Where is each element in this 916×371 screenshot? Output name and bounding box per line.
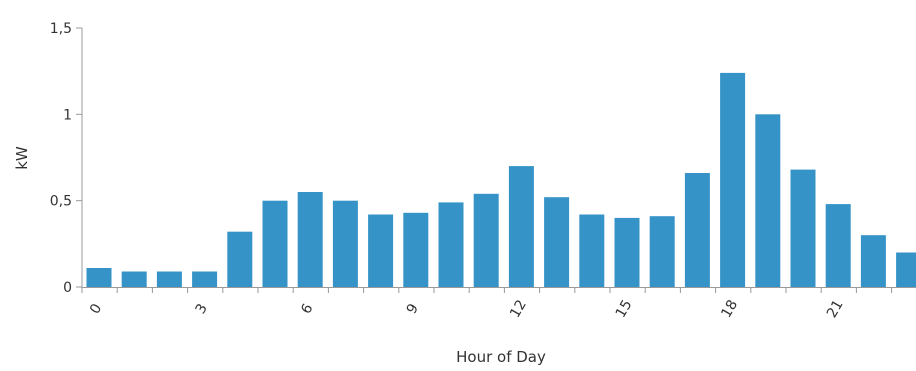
y-tick-label: 1,5 (50, 21, 72, 37)
bar-hour-9[interactable] (403, 212, 429, 287)
x-tick-label: 21 (824, 297, 847, 320)
bar-hour-17[interactable] (684, 173, 710, 287)
bar-hour-11[interactable] (473, 193, 499, 287)
bar-hour-3[interactable] (192, 271, 218, 288)
bar-hour-19[interactable] (755, 114, 781, 287)
bar-hour-2[interactable] (156, 271, 182, 288)
bar-hour-22[interactable] (860, 235, 886, 287)
bar-hour-5[interactable] (262, 200, 288, 287)
x-tick-label: 18 (718, 297, 741, 320)
bar-hour-7[interactable] (332, 200, 358, 287)
bar-hour-23[interactable] (896, 252, 916, 288)
x-tick-label: 12 (507, 297, 530, 320)
x-tick-label: 15 (613, 297, 636, 320)
bar-hour-10[interactable] (438, 202, 464, 287)
bar-hour-21[interactable] (825, 204, 851, 287)
bar-hour-6[interactable] (297, 192, 323, 287)
bar-hour-1[interactable] (121, 271, 147, 288)
x-ticks-group: 0 3 6 9 12 15 18 21 (81, 287, 893, 321)
bar-hour-14[interactable] (579, 214, 605, 288)
bar-hour-20[interactable] (790, 169, 816, 287)
bar-hour-13[interactable] (544, 197, 570, 287)
x-axis-title: Hour of Day (456, 348, 546, 366)
y-tick-label: 0 (63, 280, 72, 296)
bars-group (86, 72, 916, 288)
x-tick-label: 6 (298, 301, 316, 317)
bar-hour-12[interactable] (508, 166, 534, 287)
y-axis-title: kW (13, 146, 31, 170)
y-ticks-group: 0 0,5 1 1,5 (50, 21, 82, 296)
x-tick-label: 9 (404, 301, 422, 317)
bar-hour-8[interactable] (368, 214, 394, 288)
bar-hour-4[interactable] (227, 231, 253, 287)
bar-hour-16[interactable] (649, 216, 675, 287)
y-tick-label: 1 (63, 107, 72, 123)
bar-hour-18[interactable] (720, 72, 746, 288)
y-tick-label: 0,5 (50, 194, 72, 210)
bar-hour-0[interactable] (86, 268, 112, 287)
x-tick-label: 3 (193, 301, 211, 317)
bar-hour-15[interactable] (614, 217, 640, 287)
x-tick-label: 0 (87, 301, 105, 317)
